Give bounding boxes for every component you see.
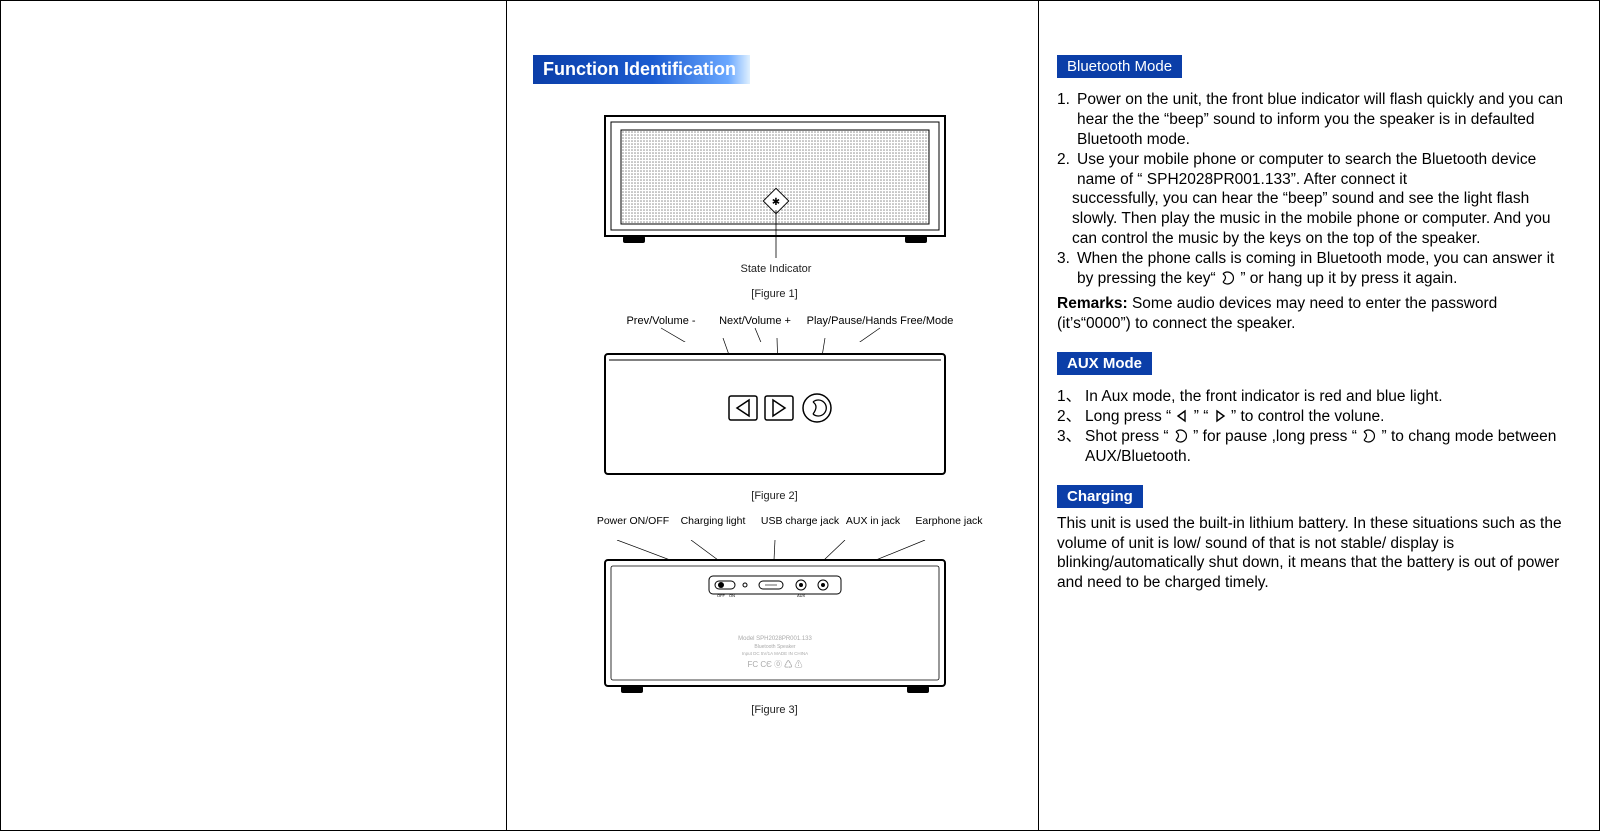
label-play: Play/Pause/Hands Free/Mode — [806, 315, 953, 327]
label-earphone: Earphone jack — [915, 515, 983, 527]
aux-item-3: 3、 Shot press “ ” for pause ,long press … — [1057, 427, 1565, 467]
label-prev: Prev/Volume - — [626, 315, 695, 327]
manual-page: Function Identification ✱ — [0, 0, 1600, 831]
bt-item-2: 2. Use your mobile phone or computer to … — [1057, 150, 1565, 190]
speaker-front-diagram: ✱ State Indicator — [595, 110, 955, 284]
figure-1-caption: [Figure 1] — [751, 288, 797, 300]
phone-icon — [1220, 271, 1236, 285]
phone-icon — [1361, 429, 1377, 443]
port-aux-label: AUX — [797, 593, 806, 598]
charging-header: Charging — [1057, 485, 1143, 508]
panel-modes: Bluetooth Mode 1. Power on the unit, the… — [1039, 1, 1599, 830]
figure-2-caption: [Figure 2] — [751, 490, 797, 502]
label-charge-light: Charging light — [680, 515, 745, 527]
next-icon — [1213, 409, 1227, 423]
charging-text: This unit is used the built-in lithium b… — [1057, 514, 1565, 593]
bt-item-2-cont: successfully, you can hear the “beep” so… — [1072, 190, 1550, 247]
label-power: Power ON/OFF — [596, 515, 668, 527]
back-type-label: Bluetooth Speaker — [754, 644, 795, 650]
port-off-label: OFF — [717, 593, 726, 598]
function-id-title: Function Identification — [533, 55, 750, 84]
label-aux: AUX in jack — [845, 515, 900, 527]
aux-mode-header: AUX Mode — [1057, 352, 1152, 375]
aux-item-2: 2、 Long press “ ” “ ” to control the vol… — [1057, 407, 1565, 427]
figure-3: Power ON/OFF Charging light USB charge j… — [533, 512, 1016, 716]
speaker-back-diagram: OFF ON AUX Model SPH2028PR001.133 — [595, 540, 955, 700]
phone-icon — [1173, 429, 1189, 443]
label-state-indicator: State Indicator — [740, 263, 811, 275]
aux-item-1: 1、 In Aux mode, the front indicator is r… — [1057, 387, 1565, 407]
prev-icon — [1175, 409, 1189, 423]
bt-item-1: 1. Power on the unit, the front blue ind… — [1057, 90, 1565, 149]
bt-item-3: 3. When the phone calls is coming in Blu… — [1057, 249, 1565, 289]
back-model-label: Model SPH2028PR001.133 — [738, 636, 812, 642]
panel-blank — [1, 1, 507, 830]
svg-text:✱: ✱ — [771, 197, 779, 208]
bt-remarks: Remarks: Some audio devices may need to … — [1057, 294, 1565, 334]
svg-text:FC CЄ ⓪ ♺ ⚠: FC CЄ ⓪ ♺ ⚠ — [747, 659, 802, 669]
label-usb: USB charge jack — [760, 515, 839, 527]
figure-3-caption: [Figure 3] — [751, 704, 797, 716]
label-next: Next/Volume + — [719, 315, 791, 327]
bluetooth-mode-header: Bluetooth Mode — [1057, 55, 1182, 78]
panel-function-id: Function Identification ✱ — [507, 1, 1039, 830]
figure-1: ✱ State Indicator [Figure 1] — [533, 110, 1016, 300]
port-on-label: ON — [729, 593, 735, 598]
figure-2: Prev/Volume - Next/Volume + Play/Pause/H… — [533, 310, 1016, 502]
back-made-label: Input DC 5V/1A MADE IN CHINA — [741, 651, 807, 656]
speaker-top-diagram — [595, 338, 955, 486]
